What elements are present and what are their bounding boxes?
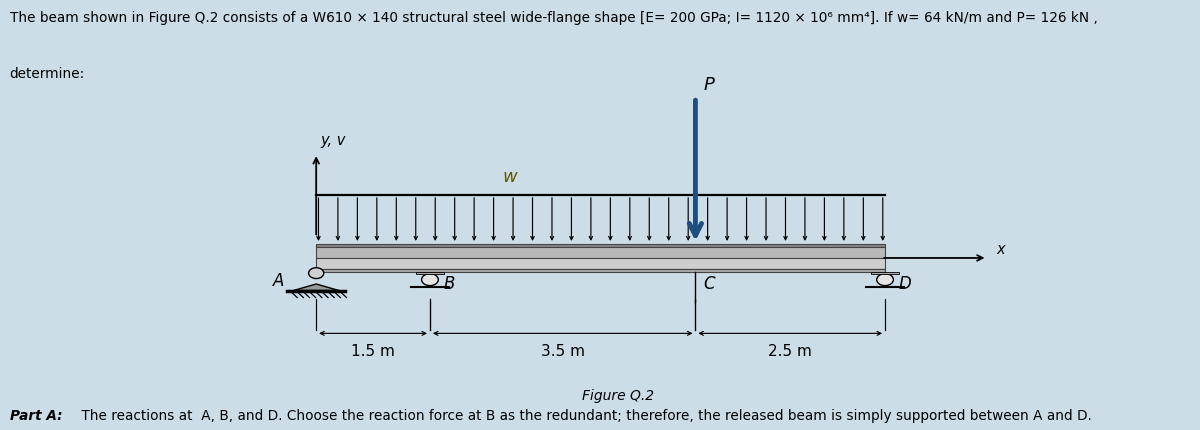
Text: A: A [272, 271, 284, 289]
Bar [316, 244, 886, 248]
Bar [316, 258, 886, 269]
Text: D: D [899, 274, 912, 292]
Text: determine:: determine: [10, 67, 85, 80]
Polygon shape [294, 284, 338, 291]
Text: Figure Q.2: Figure Q.2 [582, 388, 654, 402]
Text: Part A:: Part A: [10, 408, 62, 421]
Text: y, v: y, v [320, 132, 346, 147]
Bar [316, 248, 886, 258]
Circle shape [421, 274, 438, 286]
Text: The beam shown in Figure Q.2 consists of a W610 × 140 structural steel wide-flan: The beam shown in Figure Q.2 consists of… [10, 11, 1098, 25]
Bar [416, 272, 444, 274]
Text: 3.5 m: 3.5 m [541, 343, 584, 358]
Bar [316, 269, 886, 273]
Text: 2.5 m: 2.5 m [768, 343, 812, 358]
Bar [871, 272, 899, 274]
Text: C: C [703, 274, 715, 292]
Text: The reactions at  A, B, and D. Choose the reaction force at B as the redundant; : The reactions at A, B, and D. Choose the… [77, 408, 1092, 421]
Text: x: x [996, 241, 1006, 256]
Text: w: w [503, 168, 517, 186]
Text: 1.5 m: 1.5 m [352, 343, 395, 358]
Circle shape [877, 274, 894, 286]
Text: B: B [444, 274, 455, 292]
Text: P: P [703, 76, 714, 94]
Circle shape [308, 268, 324, 279]
